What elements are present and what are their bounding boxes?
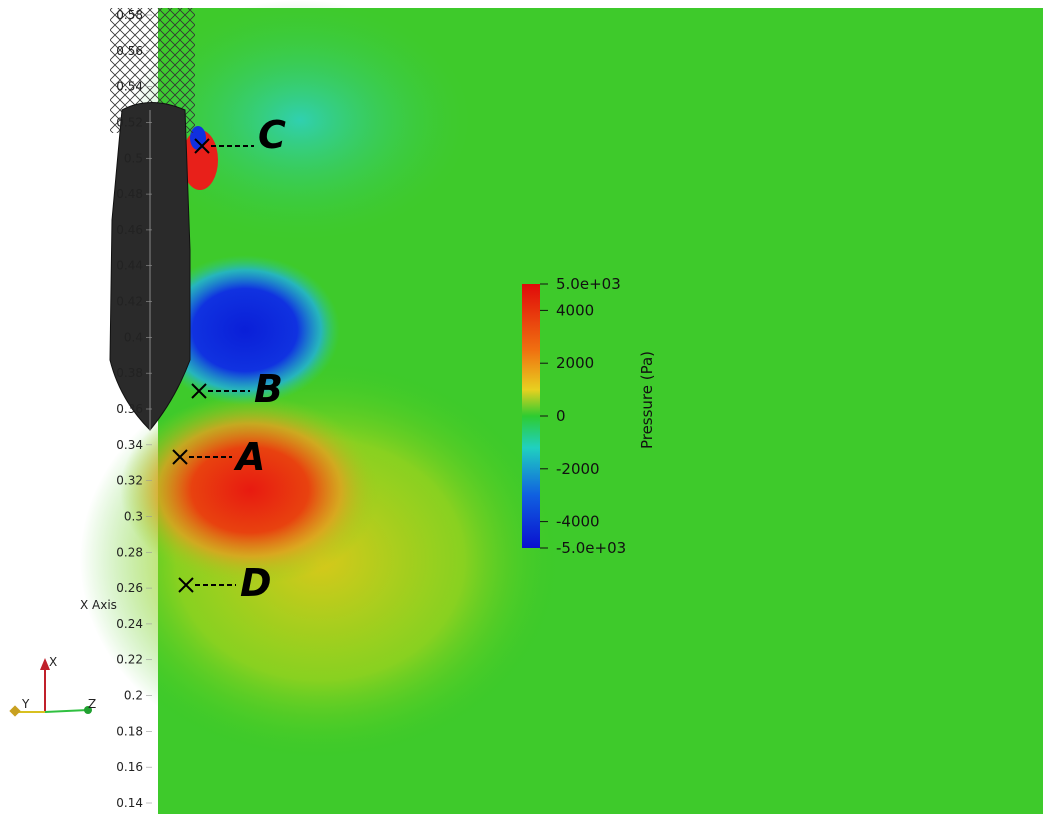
axis-tick-label: 0.48: [116, 187, 143, 201]
colorbar-tick-label: 5.0e+03: [556, 275, 621, 293]
axis-tick-label: 0.5: [124, 151, 143, 165]
axis-tick-label: 0.42: [116, 295, 143, 309]
probe-marker: [191, 383, 207, 399]
triad-z-axis: [44, 709, 89, 713]
triad-z-head: [84, 706, 92, 714]
axis-tick-label: 0.26: [116, 581, 143, 595]
hot-spot: [182, 130, 218, 190]
probe-label: D: [240, 561, 272, 605]
axis-tick-label: 0.34: [116, 438, 143, 452]
axis-tick-label: 0.36: [116, 402, 143, 416]
high-region: [120, 395, 380, 585]
axis-tick-label: 0.54: [116, 80, 143, 94]
colorbar-tick-label: -2000: [556, 460, 600, 478]
probe-label: C: [258, 113, 286, 157]
colorbar-tick-label: 2000: [556, 354, 594, 372]
triad-z-label: Z: [88, 697, 96, 711]
axis-title: X Axis: [80, 598, 117, 612]
triad-x-label: X: [49, 655, 57, 669]
axis-tick-label: 0.4: [124, 330, 143, 344]
probe-marker: [172, 449, 188, 465]
axis-tick-label: 0.52: [116, 115, 143, 129]
low-region: [130, 0, 470, 240]
probe-label: A: [233, 435, 265, 479]
colorbar-title: Pressure (Pa): [638, 351, 656, 449]
triad: X Y Z: [9, 655, 96, 717]
colorbar-tick-label: -4000: [556, 513, 600, 531]
axis-tick-label: 0.28: [116, 545, 143, 559]
axis-tick-label: 0.2: [124, 689, 143, 703]
axis-tick-label: 0.44: [116, 259, 143, 273]
axis-tick-label: 0.3: [124, 509, 143, 523]
axis-tick-label: 0.14: [116, 796, 143, 810]
axis-tick-label: 0.38: [116, 366, 143, 380]
suction-region: [150, 255, 340, 405]
triad-y-head: [9, 705, 21, 717]
colorbar-tick-label: 0: [556, 407, 566, 425]
colorbar-tick-label: 4000: [556, 301, 594, 319]
colorbar-tick-label: -5.0e+03: [556, 539, 626, 557]
axis-tick-label: 0.32: [116, 474, 143, 488]
axis-tick-label: 0.18: [116, 724, 143, 738]
axis-tick-label: 0.46: [116, 223, 143, 237]
axis-tick-label: 0.58: [116, 8, 143, 22]
probe-marker: [194, 138, 210, 154]
axis-tick-label: 0.22: [116, 653, 143, 667]
axis-tick-label: 0.16: [116, 760, 143, 774]
colorbar: [522, 284, 540, 548]
probe-marker: [178, 577, 194, 593]
axis-tick-label: 0.24: [116, 617, 143, 631]
axis-tick-label: 0.56: [116, 44, 143, 58]
probe-label: B: [254, 367, 283, 411]
triad-y-label: Y: [21, 697, 30, 711]
triad-x-head: [40, 658, 50, 670]
